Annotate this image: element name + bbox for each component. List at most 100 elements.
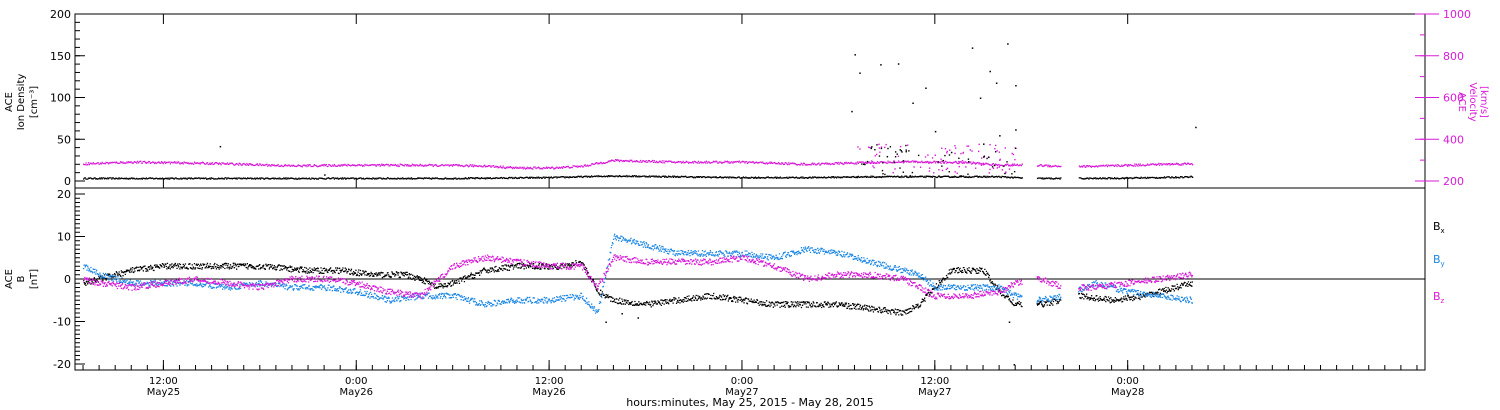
density-scatter-point	[1011, 173, 1012, 174]
bottom-left-tick-label: -20	[53, 358, 71, 371]
x-axis: 12:00May250:00May2612:00May260:00May2712…	[83, 14, 1417, 398]
velocity-scatter-point	[993, 168, 994, 169]
velocity-scatter-point	[957, 173, 958, 174]
x-tick-time: 0:00	[345, 376, 367, 387]
top-left-label-2: Ion Density	[16, 74, 27, 131]
velocity-scatter-point	[954, 145, 955, 146]
top-left-label-3: [cm⁻³]	[29, 86, 40, 118]
field-outlier-point	[1014, 364, 1016, 366]
velocity-scatter-point	[945, 148, 946, 149]
series-layer	[83, 43, 1197, 365]
density-scatter-point	[941, 165, 942, 166]
field-outlier-point	[621, 313, 623, 315]
velocity-scatter-point	[989, 144, 990, 145]
density-scatter-point	[890, 146, 891, 147]
velocity-scatter-point	[999, 160, 1000, 161]
velocity-scatter-point	[878, 144, 879, 145]
velocity-scatter-point	[996, 150, 997, 151]
density-outlier-point	[989, 71, 991, 73]
density-outlier-point	[951, 152, 953, 154]
series-bx	[83, 261, 1193, 315]
density-scatter-point	[882, 162, 883, 163]
density-scatter-point	[958, 158, 959, 159]
top-right-tick-label: 400	[1443, 133, 1464, 146]
velocity-scatter-point	[944, 162, 945, 163]
density-scatter-point	[856, 176, 857, 177]
velocity-scatter-point	[913, 166, 914, 167]
velocity-scatter-point	[929, 167, 930, 168]
top-right-tick-label: 1000	[1443, 8, 1471, 21]
velocity-scatter-point	[981, 165, 982, 166]
density-outlier-point	[871, 148, 873, 150]
series-velocity	[83, 160, 1193, 170]
velocity-scatter	[856, 144, 1016, 179]
bottom-left-tick-label: -10	[53, 316, 71, 329]
x-tick-date: May27	[918, 387, 951, 398]
x-tick-date: May28	[1111, 387, 1144, 398]
density-scatter-point	[906, 151, 907, 152]
velocity-scatter-point	[966, 145, 967, 146]
density-scatter-point	[894, 162, 895, 163]
density-scatter-point	[881, 148, 882, 149]
density-scatter-point	[983, 156, 984, 157]
density-scatter-point	[986, 158, 987, 159]
density-scatter-point	[1004, 173, 1005, 174]
velocity-scatter-point	[898, 156, 899, 157]
top-left-axis: 0 50 100 150 200	[50, 8, 85, 188]
series-path-ion-density	[83, 176, 1193, 180]
velocity-scatter-point	[959, 166, 960, 167]
density-scatter-point	[988, 156, 989, 157]
velocity-scatter-point	[947, 151, 948, 152]
density-scatter-point	[897, 153, 898, 154]
series-path-bz	[83, 255, 1193, 299]
velocity-scatter-point	[1014, 159, 1015, 160]
velocity-scatter-point	[876, 154, 877, 155]
density-scatter-point	[943, 160, 944, 161]
density-scatter-point	[912, 172, 913, 173]
bottom-left-tick-label: 20	[57, 188, 71, 201]
density-outlier-point	[898, 63, 900, 65]
velocity-scatter-point	[935, 155, 936, 156]
velocity-scatter-point	[879, 152, 880, 153]
density-scatter-point	[918, 155, 919, 156]
top-left-label-1: ACE	[4, 92, 15, 112]
series-path-by	[83, 234, 1193, 313]
density-outliers	[220, 43, 1197, 176]
velocity-scatter-point	[1011, 165, 1012, 166]
field-outlier-point	[1009, 322, 1011, 324]
velocity-scatter-point	[927, 154, 928, 155]
density-outlier-point	[854, 54, 856, 56]
density-outlier-point	[1007, 43, 1009, 45]
velocity-scatter-point	[925, 156, 926, 157]
velocity-scatter-point	[999, 151, 1000, 152]
velocity-scatter-point	[958, 163, 959, 164]
x-tick-date: May26	[532, 387, 565, 398]
density-scatter-point	[903, 172, 904, 173]
density-outlier-point	[1015, 129, 1017, 131]
velocity-scatter-point	[881, 146, 882, 147]
velocity-scatter-point	[920, 167, 921, 168]
density-scatter-point	[861, 163, 862, 164]
density-scatter-point	[1006, 161, 1007, 162]
density-scatter-point	[1003, 165, 1004, 166]
velocity-scatter-point	[978, 144, 979, 145]
field-outlier-point	[605, 322, 607, 324]
density-scatter-point	[905, 145, 906, 146]
field-outlier-point	[638, 317, 640, 319]
series-path-velocity	[83, 160, 1193, 170]
velocity-scatter-point	[975, 168, 976, 169]
density-scatter-point	[882, 170, 883, 171]
velocity-scatter-point	[955, 147, 956, 148]
density-scatter-point	[960, 175, 961, 176]
bottom-left-tick-label: 10	[57, 231, 71, 244]
velocity-scatter-point	[933, 172, 934, 173]
density-outlier-point	[912, 103, 914, 105]
velocity-scatter-point	[968, 145, 969, 146]
x-tick-time: 12:00	[149, 376, 178, 387]
legend-by: By	[1433, 253, 1445, 268]
x-tick-time: 12:00	[920, 376, 949, 387]
velocity-scatter-point	[997, 167, 998, 168]
density-scatter-point	[895, 156, 896, 157]
density-scatter-point	[949, 154, 950, 155]
